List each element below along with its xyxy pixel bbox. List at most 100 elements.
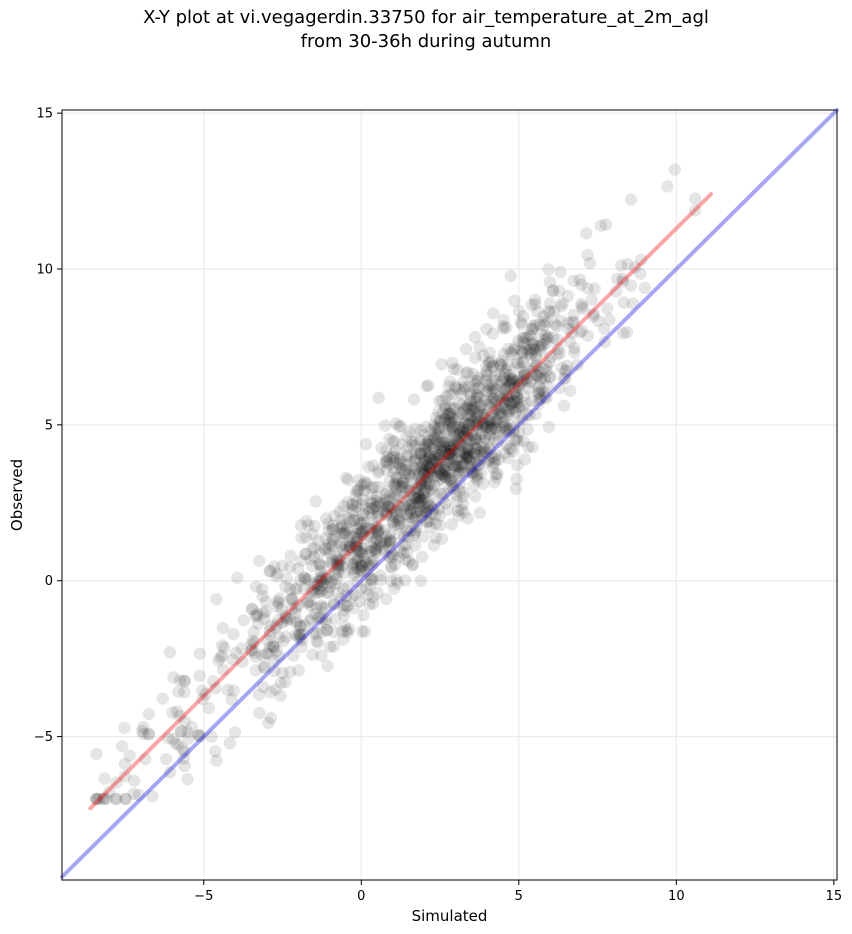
data-point: [319, 612, 332, 626]
data-point: [341, 496, 354, 509]
data-point: [506, 444, 519, 458]
data-point: [525, 347, 538, 360]
data-point: [430, 411, 443, 425]
data-point: [444, 456, 457, 469]
data-point: [305, 612, 318, 625]
data-point: [438, 436, 451, 449]
data-point: [178, 745, 191, 758]
data-point: [142, 707, 155, 721]
data-point: [455, 387, 468, 400]
data-point: [314, 599, 328, 612]
data-point: [557, 372, 570, 385]
data-point: [428, 470, 441, 483]
data-point: [283, 583, 297, 596]
data-point: [261, 648, 275, 661]
data-point: [498, 367, 512, 380]
data-point: [479, 368, 492, 381]
data-point: [355, 582, 368, 596]
data-point: [457, 441, 470, 454]
data-point: [547, 284, 560, 297]
data-point: [178, 675, 192, 688]
data-point: [418, 491, 431, 504]
data-point: [404, 524, 417, 537]
data-point: [398, 518, 411, 531]
data-point: [505, 372, 518, 385]
data-point: [413, 478, 426, 491]
data-point: [109, 792, 122, 806]
data-point: [331, 563, 345, 576]
data-point: [473, 453, 487, 466]
data-point: [527, 336, 540, 349]
data-point: [457, 506, 471, 519]
data-point: [457, 453, 470, 466]
data-point: [512, 304, 526, 318]
data-point: [413, 495, 426, 509]
data-point: [444, 438, 457, 451]
data-point: [321, 569, 334, 582]
data-point: [515, 375, 528, 389]
data-point: [512, 357, 525, 370]
data-point: [102, 785, 116, 799]
data-point: [408, 439, 421, 453]
data-point: [515, 346, 529, 359]
data-point: [382, 494, 395, 507]
data-point: [308, 586, 321, 599]
data-point: [542, 263, 555, 276]
data-point: [539, 333, 552, 346]
data-point: [118, 769, 132, 783]
data-point: [294, 519, 308, 532]
data-point: [429, 426, 442, 439]
data-point: [362, 460, 375, 474]
data-point: [487, 457, 500, 470]
data-point: [386, 435, 399, 448]
data-point: [511, 374, 524, 388]
data-point: [441, 466, 455, 479]
data-point: [97, 792, 111, 806]
data-point: [246, 643, 259, 656]
data-point: [543, 356, 556, 369]
data-point: [228, 726, 242, 739]
data-point: [93, 792, 106, 806]
data-point: [348, 566, 361, 579]
data-point: [378, 419, 392, 432]
data-point: [372, 466, 385, 480]
x-axis-ticks: −5 0 5 10 15: [194, 880, 842, 904]
data-point: [537, 385, 551, 399]
data-point: [380, 455, 393, 468]
data-point: [477, 408, 490, 422]
data-point: [516, 400, 529, 413]
data-point: [305, 559, 319, 573]
data-point: [444, 411, 457, 424]
data-point: [313, 557, 326, 571]
data-point: [467, 447, 481, 460]
data-point: [354, 525, 368, 538]
data-point: [440, 458, 453, 472]
data-point: [379, 456, 392, 469]
data-point: [419, 441, 432, 454]
data-point: [389, 504, 402, 518]
data-point: [415, 460, 428, 473]
data-point: [433, 448, 446, 462]
data-point: [504, 374, 517, 387]
data-point: [531, 305, 544, 318]
data-point: [472, 405, 486, 419]
data-point: [445, 452, 458, 465]
data-point: [142, 727, 155, 740]
data-point: [430, 434, 443, 447]
data-point: [275, 602, 288, 616]
data-point: [330, 550, 343, 564]
data-point: [426, 456, 439, 470]
data-point: [478, 402, 491, 415]
data-point: [482, 442, 495, 455]
data-point: [398, 464, 411, 477]
data-point: [248, 646, 261, 659]
data-point: [420, 459, 433, 472]
data-point: [392, 500, 406, 513]
data-point: [437, 464, 450, 477]
data-point: [421, 434, 435, 447]
data-point: [507, 396, 520, 409]
data-point: [442, 407, 455, 420]
data-point: [423, 478, 436, 491]
data-point: [517, 310, 530, 323]
data-point: [491, 428, 504, 441]
